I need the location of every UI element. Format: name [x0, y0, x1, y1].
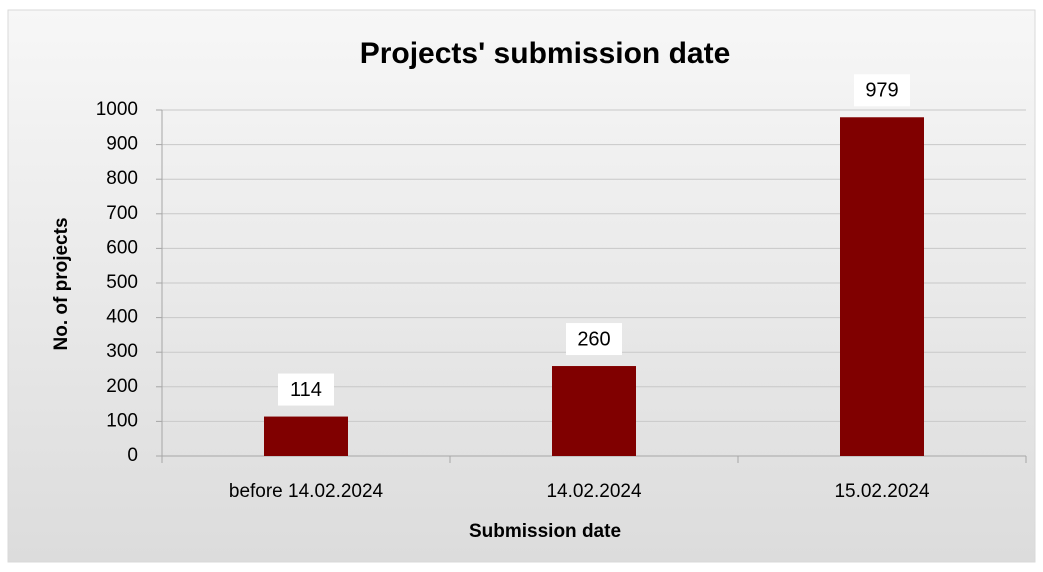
data-label: 114 [290, 379, 322, 401]
y-tick-label: 1000 [96, 99, 138, 120]
data-label-box [278, 373, 334, 406]
y-tick-label: 700 [106, 203, 138, 224]
y-axis-label: No. of projects [51, 217, 72, 350]
data-label-box [566, 323, 622, 356]
bar [552, 366, 636, 456]
y-tick-label: 200 [106, 376, 138, 397]
x-tick-label: 14.02.2024 [546, 481, 642, 502]
x-axis-label: Submission date [469, 521, 621, 542]
data-label-box [854, 74, 910, 107]
chart-title: Projects' submission date [360, 37, 731, 70]
y-tick-label: 900 [106, 134, 138, 155]
y-tick-label: 600 [106, 237, 138, 258]
data-label: 260 [577, 328, 610, 350]
y-tick-label: 0 [127, 445, 138, 466]
y-tick-label: 100 [106, 410, 138, 431]
data-label: 979 [865, 80, 898, 102]
y-tick-label: 400 [106, 307, 138, 328]
x-tick-label: 15.02.2024 [834, 481, 930, 502]
y-tick-label: 500 [106, 272, 138, 293]
bar [264, 416, 348, 456]
bar [840, 117, 924, 457]
x-tick-label: before 14.02.2024 [229, 481, 384, 502]
y-tick-label: 300 [106, 341, 138, 362]
y-tick-label: 800 [106, 168, 138, 189]
